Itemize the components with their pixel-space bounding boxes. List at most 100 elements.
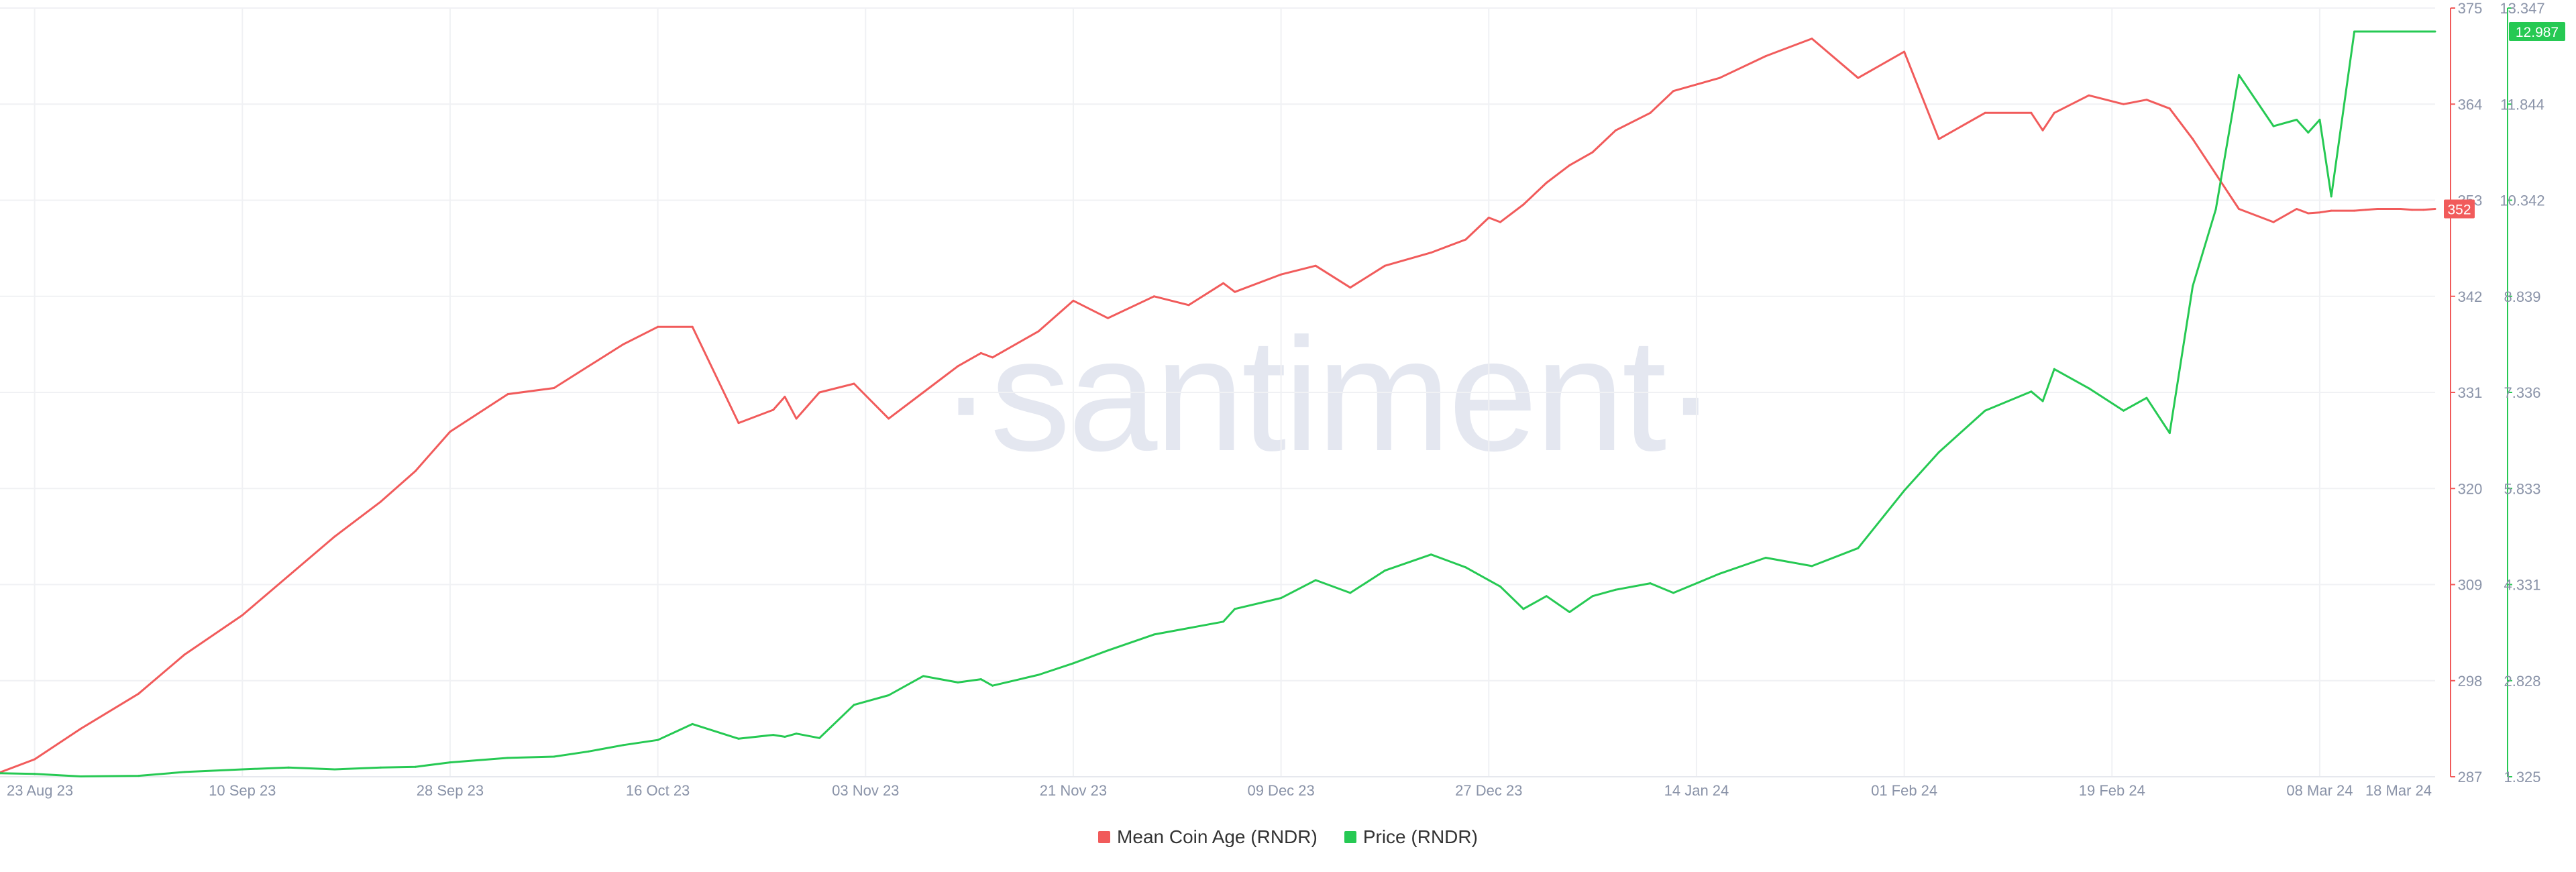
data-point-price bbox=[137, 775, 140, 777]
y-right-tick-label: 7.336 bbox=[2504, 384, 2540, 401]
data-point-price bbox=[380, 766, 382, 769]
data-point-mean-coin-age bbox=[183, 653, 186, 656]
data-point-mean-coin-age bbox=[380, 500, 382, 503]
data-point-mean-coin-age bbox=[2238, 208, 2240, 210]
data-point-mean-coin-age bbox=[2353, 209, 2356, 212]
data-point-price bbox=[1937, 451, 1940, 453]
data-point-price bbox=[1072, 662, 1075, 665]
series-lines bbox=[0, 30, 2436, 777]
data-point-price bbox=[449, 761, 451, 764]
data-point-mean-coin-age bbox=[1072, 299, 1075, 302]
data-point-price bbox=[1187, 626, 1190, 629]
data-point-price bbox=[34, 773, 36, 775]
data-point-price bbox=[1857, 547, 1860, 549]
legend-swatch-red bbox=[1098, 831, 1111, 843]
data-point-mean-coin-age bbox=[1280, 273, 1283, 276]
data-point-mean-coin-age bbox=[784, 396, 786, 398]
data-point-mean-coin-age bbox=[414, 470, 417, 472]
data-point-price bbox=[2434, 30, 2436, 33]
data-point-mean-coin-age bbox=[449, 431, 451, 433]
data-point-price bbox=[991, 684, 994, 687]
data-point-mean-coin-age bbox=[1591, 151, 1594, 154]
data-point-price bbox=[818, 737, 820, 739]
data-point-mean-coin-age bbox=[2123, 103, 2125, 105]
data-point-mean-coin-age bbox=[1545, 182, 1548, 184]
data-point-price bbox=[1349, 592, 1352, 594]
data-point-price bbox=[2041, 400, 2044, 402]
data-point-price bbox=[853, 704, 855, 706]
last-value-badge-price bbox=[2509, 21, 2565, 41]
x-tick-label: 28 Sep 23 bbox=[417, 782, 484, 799]
data-point-mean-coin-age bbox=[1903, 50, 1906, 53]
legend-label-price: Price (RNDR) bbox=[1362, 826, 1478, 847]
data-point-price bbox=[1430, 553, 1432, 556]
y-left-tick-label: 331 bbox=[2458, 384, 2483, 401]
x-tick-label: 03 Nov 23 bbox=[832, 782, 899, 799]
grid-lines bbox=[0, 7, 2435, 777]
data-point-mean-coin-age bbox=[1037, 330, 1040, 333]
data-point-price bbox=[414, 765, 417, 768]
last-value-label-price: 12.987 bbox=[2516, 25, 2559, 40]
data-point-mean-coin-age bbox=[1937, 138, 1940, 140]
y-right-tick-label: 8.839 bbox=[2504, 288, 2540, 305]
y-right-tick-label: 5.833 bbox=[2504, 480, 2540, 497]
data-point-price bbox=[1522, 608, 1525, 610]
data-point-price bbox=[587, 750, 590, 753]
data-point-mean-coin-age bbox=[691, 325, 694, 328]
data-point-mean-coin-age bbox=[1222, 282, 1225, 284]
data-point-price bbox=[1152, 633, 1155, 636]
data-point-price bbox=[2123, 409, 2125, 412]
data-point-mean-coin-age bbox=[622, 343, 625, 345]
x-tick-label: 23 Aug 23 bbox=[7, 782, 73, 799]
data-point-mean-coin-age bbox=[553, 387, 555, 389]
data-point-price bbox=[1487, 579, 1490, 582]
data-point-mean-coin-age bbox=[2330, 209, 2332, 212]
y-right-tick-label: 10.342 bbox=[2500, 193, 2544, 209]
legend-item-mean-coin-age[interactable]: Mean Coin Age (RNDR) bbox=[1098, 826, 1318, 848]
y-left-tick-label: 375 bbox=[2458, 0, 2483, 17]
data-point-price bbox=[2168, 432, 2171, 435]
data-point-price bbox=[737, 737, 740, 740]
data-point-price bbox=[287, 766, 290, 769]
series-line-price bbox=[0, 30, 2435, 777]
data-point-price bbox=[333, 768, 336, 771]
data-point-price bbox=[1615, 588, 1617, 591]
data-point-price bbox=[979, 678, 982, 681]
data-point-price bbox=[1384, 569, 1386, 572]
data-point-mean-coin-age bbox=[2411, 209, 2414, 211]
x-tick-label: 10 Sep 23 bbox=[209, 782, 276, 799]
data-point-price bbox=[1107, 649, 1110, 652]
data-point-mean-coin-age bbox=[657, 325, 659, 328]
data-point-price bbox=[0, 772, 1, 775]
y-right-tick-label: 2.828 bbox=[2504, 673, 2540, 690]
data-point-price bbox=[1499, 585, 1501, 588]
legend: Mean Coin Age (RNDR) Price (RNDR) bbox=[0, 826, 2576, 848]
data-point-mean-coin-age bbox=[79, 727, 82, 730]
data-point-price bbox=[553, 755, 555, 758]
data-point-price bbox=[1222, 620, 1225, 623]
data-point-price bbox=[2422, 30, 2425, 33]
tick-labels: 37513.34736411.84435310.3423428.8393317.… bbox=[7, 0, 2565, 799]
series-line-mean-coin-age bbox=[0, 38, 2436, 773]
data-point-mean-coin-age bbox=[853, 382, 855, 385]
data-point-mean-coin-age bbox=[922, 391, 924, 394]
y-left-tick-label: 320 bbox=[2458, 480, 2483, 497]
data-point-mean-coin-age bbox=[1857, 76, 1860, 79]
data-point-price bbox=[1903, 489, 1906, 492]
data-point-price bbox=[1984, 409, 1986, 412]
data-point-mean-coin-age bbox=[1234, 290, 1236, 293]
data-point-mean-coin-age bbox=[1152, 295, 1155, 298]
data-point-price bbox=[2238, 74, 2240, 76]
x-tick-label: 14 Jan 24 bbox=[1664, 782, 1729, 799]
data-point-mean-coin-age bbox=[1107, 317, 1110, 319]
x-tick-label: 16 Oct 23 bbox=[626, 782, 690, 799]
legend-item-price[interactable]: Price (RNDR) bbox=[1344, 826, 1478, 848]
y-left-tick-label: 364 bbox=[2458, 96, 2483, 113]
data-point-price bbox=[2330, 195, 2332, 198]
data-point-mean-coin-age bbox=[2365, 209, 2367, 211]
data-point-mean-coin-age bbox=[287, 575, 290, 577]
data-point-price bbox=[622, 744, 625, 747]
last-value-badge-mean-coin-age bbox=[2444, 199, 2475, 219]
data-point-mean-coin-age bbox=[2399, 208, 2402, 210]
